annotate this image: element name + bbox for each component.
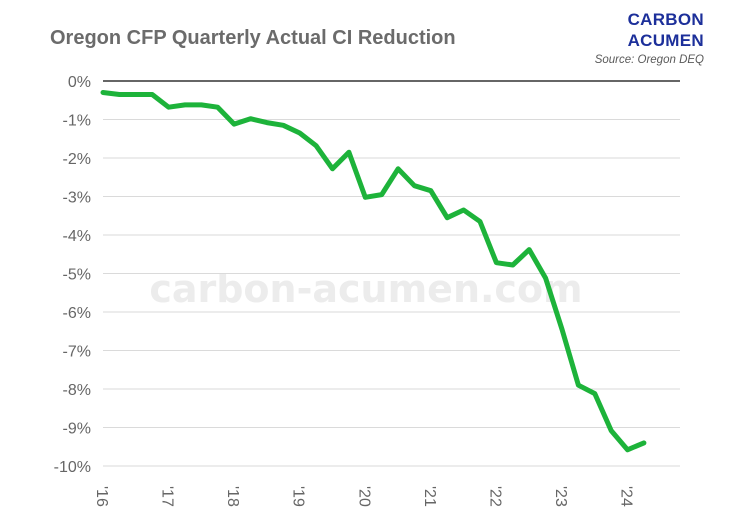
data-point [315, 145, 317, 147]
data-point [463, 209, 465, 211]
data-point [364, 196, 366, 198]
x-tick-label: '23 [552, 486, 569, 507]
y-tick-label: -10% [54, 459, 91, 476]
series-line [100, 90, 647, 453]
brand-line-1: CARBON [627, 10, 704, 29]
y-tick-label: -1% [63, 113, 91, 130]
data-point [446, 217, 448, 219]
data-point [348, 151, 350, 153]
grid-lines [103, 80, 680, 467]
data-point [135, 93, 137, 96]
x-tick-label: '21 [421, 486, 438, 507]
y-tick-label: -4% [63, 228, 91, 245]
data-point [299, 132, 301, 134]
y-tick-label: 0% [68, 74, 91, 91]
data-point [233, 123, 235, 125]
x-tick-label: '24 [618, 486, 635, 507]
data-point [167, 106, 170, 108]
series-layer [100, 90, 647, 453]
data-point [266, 121, 268, 124]
y-tick-label: -6% [63, 305, 91, 322]
y-tick-label: -8% [63, 382, 91, 399]
data-point [512, 264, 514, 266]
y-axis-labels: 0% -1% -2% -3% -4% -5% -6% -7% -8% -9% -10% [54, 74, 91, 476]
data-point [479, 220, 481, 223]
x-tick-label: '19 [290, 486, 307, 507]
x-tick-label: '20 [355, 486, 372, 507]
brand-logo: CARBON ACUMEN Source: Oregon DEQ [564, 9, 704, 66]
chart-title: Oregon CFP Quarterly Actual CI Reduction [50, 27, 456, 49]
x-tick-label: '17 [159, 486, 176, 507]
y-tick-label: -2% [63, 151, 91, 168]
brand-line-2: ACUMEN [627, 31, 704, 50]
data-point [577, 384, 579, 386]
data-point [331, 168, 334, 170]
data-point [643, 442, 645, 444]
data-point [594, 393, 596, 395]
data-point [430, 190, 432, 192]
data-point [397, 168, 399, 170]
data-point [151, 93, 153, 96]
x-axis-labels: '16 '17 '18 '19 '20 '21 '22 '23 '24 [93, 486, 635, 507]
data-point [249, 118, 252, 120]
x-tick-label: '16 [93, 486, 110, 507]
watermark-text: carbon-acumen.com [149, 267, 582, 311]
source-note: Source: Oregon DEQ [594, 54, 704, 66]
data-point [610, 429, 612, 432]
data-point [561, 328, 563, 330]
data-point [118, 93, 120, 96]
y-tick-label: -9% [63, 421, 91, 438]
data-point [626, 449, 629, 451]
data-point [102, 91, 104, 94]
data-point [282, 124, 284, 126]
y-tick-label: -3% [63, 190, 91, 207]
y-tick-label: -7% [63, 344, 91, 361]
data-point [495, 262, 498, 264]
data-point [200, 104, 202, 106]
data-point [528, 249, 530, 251]
data-point [544, 277, 547, 279]
data-point [413, 185, 416, 187]
x-tick-label: '22 [486, 486, 503, 507]
data-point [381, 193, 383, 196]
data-point [184, 104, 186, 106]
data-point [217, 106, 219, 108]
y-tick-label: -5% [63, 267, 91, 284]
x-tick-label: '18 [224, 486, 241, 507]
